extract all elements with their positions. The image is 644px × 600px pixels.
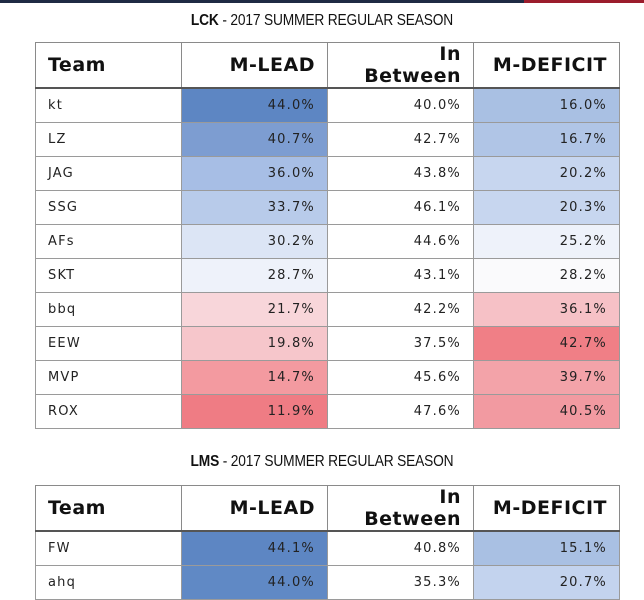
m-lead-cell: 33.7%	[181, 190, 328, 225]
in-between-cell: 46.1%	[327, 190, 474, 225]
column-header-in-between: In Between	[327, 485, 474, 532]
column-header-team: Team	[35, 42, 182, 89]
lck-stats-table: Team M-LEAD In Between M-DEFICIT kt 44.0%…	[35, 42, 620, 429]
table-row: SSG 33.7% 46.1% 20.3%	[35, 190, 620, 225]
m-deficit-cell: 20.3%	[473, 190, 620, 225]
team-cell: kt	[35, 87, 182, 123]
lck-league-name: LCK	[190, 12, 219, 29]
in-between-cell: 37.5%	[327, 326, 474, 361]
table-header-row: Team M-LEAD In Between M-DEFICIT	[35, 42, 620, 89]
column-header-m-deficit: M-DEFICIT	[473, 485, 620, 532]
column-header-m-lead: M-LEAD	[181, 485, 328, 532]
lms-table-body: FW 44.1% 40.8% 15.1% ahq 44.0% 35.3% 20.7%	[35, 530, 620, 600]
in-between-cell: 44.6%	[327, 224, 474, 259]
in-between-cell: 42.7%	[327, 122, 474, 157]
m-deficit-cell: 16.7%	[473, 122, 620, 157]
m-lead-cell: 19.8%	[181, 326, 328, 361]
team-cell: LZ	[35, 122, 182, 157]
column-header-in-between: In Between	[327, 42, 474, 89]
in-between-cell: 43.8%	[327, 156, 474, 191]
in-between-cell: 47.6%	[327, 394, 474, 429]
m-lead-cell: 40.7%	[181, 122, 328, 157]
m-deficit-cell: 25.2%	[473, 224, 620, 259]
team-cell: FW	[35, 530, 182, 566]
lms-league-name: LMS	[190, 453, 220, 470]
in-between-cell: 40.0%	[327, 87, 474, 123]
in-between-cell: 40.8%	[327, 530, 474, 566]
table-row: EEW 19.8% 37.5% 42.7%	[35, 326, 620, 361]
m-deficit-cell: 28.2%	[473, 258, 620, 293]
team-cell: ahq	[35, 565, 182, 600]
team-cell: JAG	[35, 156, 182, 191]
team-cell: AFs	[35, 224, 182, 259]
table-row: SKT 28.7% 43.1% 28.2%	[35, 258, 620, 293]
m-lead-cell: 44.0%	[181, 87, 328, 123]
column-header-m-deficit: M-DEFICIT	[473, 42, 620, 89]
table-row: ahq 44.0% 35.3% 20.7%	[35, 565, 620, 600]
team-cell: EEW	[35, 326, 182, 361]
table-row: bbq 21.7% 42.2% 36.1%	[35, 292, 620, 327]
lms-stats-table: Team M-LEAD In Between M-DEFICIT FW 44.1%…	[35, 485, 620, 600]
lck-table-body: kt 44.0% 40.0% 16.0% LZ 40.7% 42.7% 16.7% JAG 36.…	[35, 87, 620, 429]
team-cell: SKT	[35, 258, 182, 293]
lms-season-label: - 2017 SUMMER REGULAR SEASON	[219, 453, 454, 470]
column-header-team: Team	[35, 485, 182, 532]
m-lead-cell: 44.0%	[181, 565, 328, 600]
table-header-row: Team M-LEAD In Between M-DEFICIT	[35, 485, 620, 532]
in-between-cell: 42.2%	[327, 292, 474, 327]
m-deficit-cell: 36.1%	[473, 292, 620, 327]
lck-section-title: LCK - 2017 SUMMER REGULAR SEASON	[45, 12, 599, 30]
table-row: MVP 14.7% 45.6% 39.7%	[35, 360, 620, 395]
in-between-cell: 35.3%	[327, 565, 474, 600]
m-deficit-cell: 20.2%	[473, 156, 620, 191]
team-cell: SSG	[35, 190, 182, 225]
table-row: kt 44.0% 40.0% 16.0%	[35, 87, 620, 123]
table-row: JAG 36.0% 43.8% 20.2%	[35, 156, 620, 191]
m-deficit-cell: 42.7%	[473, 326, 620, 361]
in-between-cell: 43.1%	[327, 258, 474, 293]
m-lead-cell: 21.7%	[181, 292, 328, 327]
table-row: ROX 11.9% 47.6% 40.5%	[35, 394, 620, 429]
lck-season-label: - 2017 SUMMER REGULAR SEASON	[218, 12, 454, 29]
m-lead-cell: 14.7%	[181, 360, 328, 395]
m-lead-cell: 30.2%	[181, 224, 328, 259]
m-lead-cell: 28.7%	[181, 258, 328, 293]
table-row: AFs 30.2% 44.6% 25.2%	[35, 224, 620, 259]
m-deficit-cell: 20.7%	[473, 565, 620, 600]
m-deficit-cell: 15.1%	[473, 530, 620, 566]
table-row: FW 44.1% 40.8% 15.1%	[35, 530, 620, 566]
m-lead-cell: 36.0%	[181, 156, 328, 191]
in-between-cell: 45.6%	[327, 360, 474, 395]
column-header-m-lead: M-LEAD	[181, 42, 328, 89]
m-lead-cell: 44.1%	[181, 530, 328, 566]
m-deficit-cell: 16.0%	[473, 87, 620, 123]
team-cell: bbq	[35, 292, 182, 327]
m-deficit-cell: 39.7%	[473, 360, 620, 395]
m-deficit-cell: 40.5%	[473, 394, 620, 429]
lms-section-title: LMS - 2017 SUMMER REGULAR SEASON	[45, 453, 599, 471]
team-cell: MVP	[35, 360, 182, 395]
team-cell: ROX	[35, 394, 182, 429]
m-lead-cell: 11.9%	[181, 394, 328, 429]
top-accent-bar	[0, 0, 644, 3]
table-row: LZ 40.7% 42.7% 16.7%	[35, 122, 620, 157]
